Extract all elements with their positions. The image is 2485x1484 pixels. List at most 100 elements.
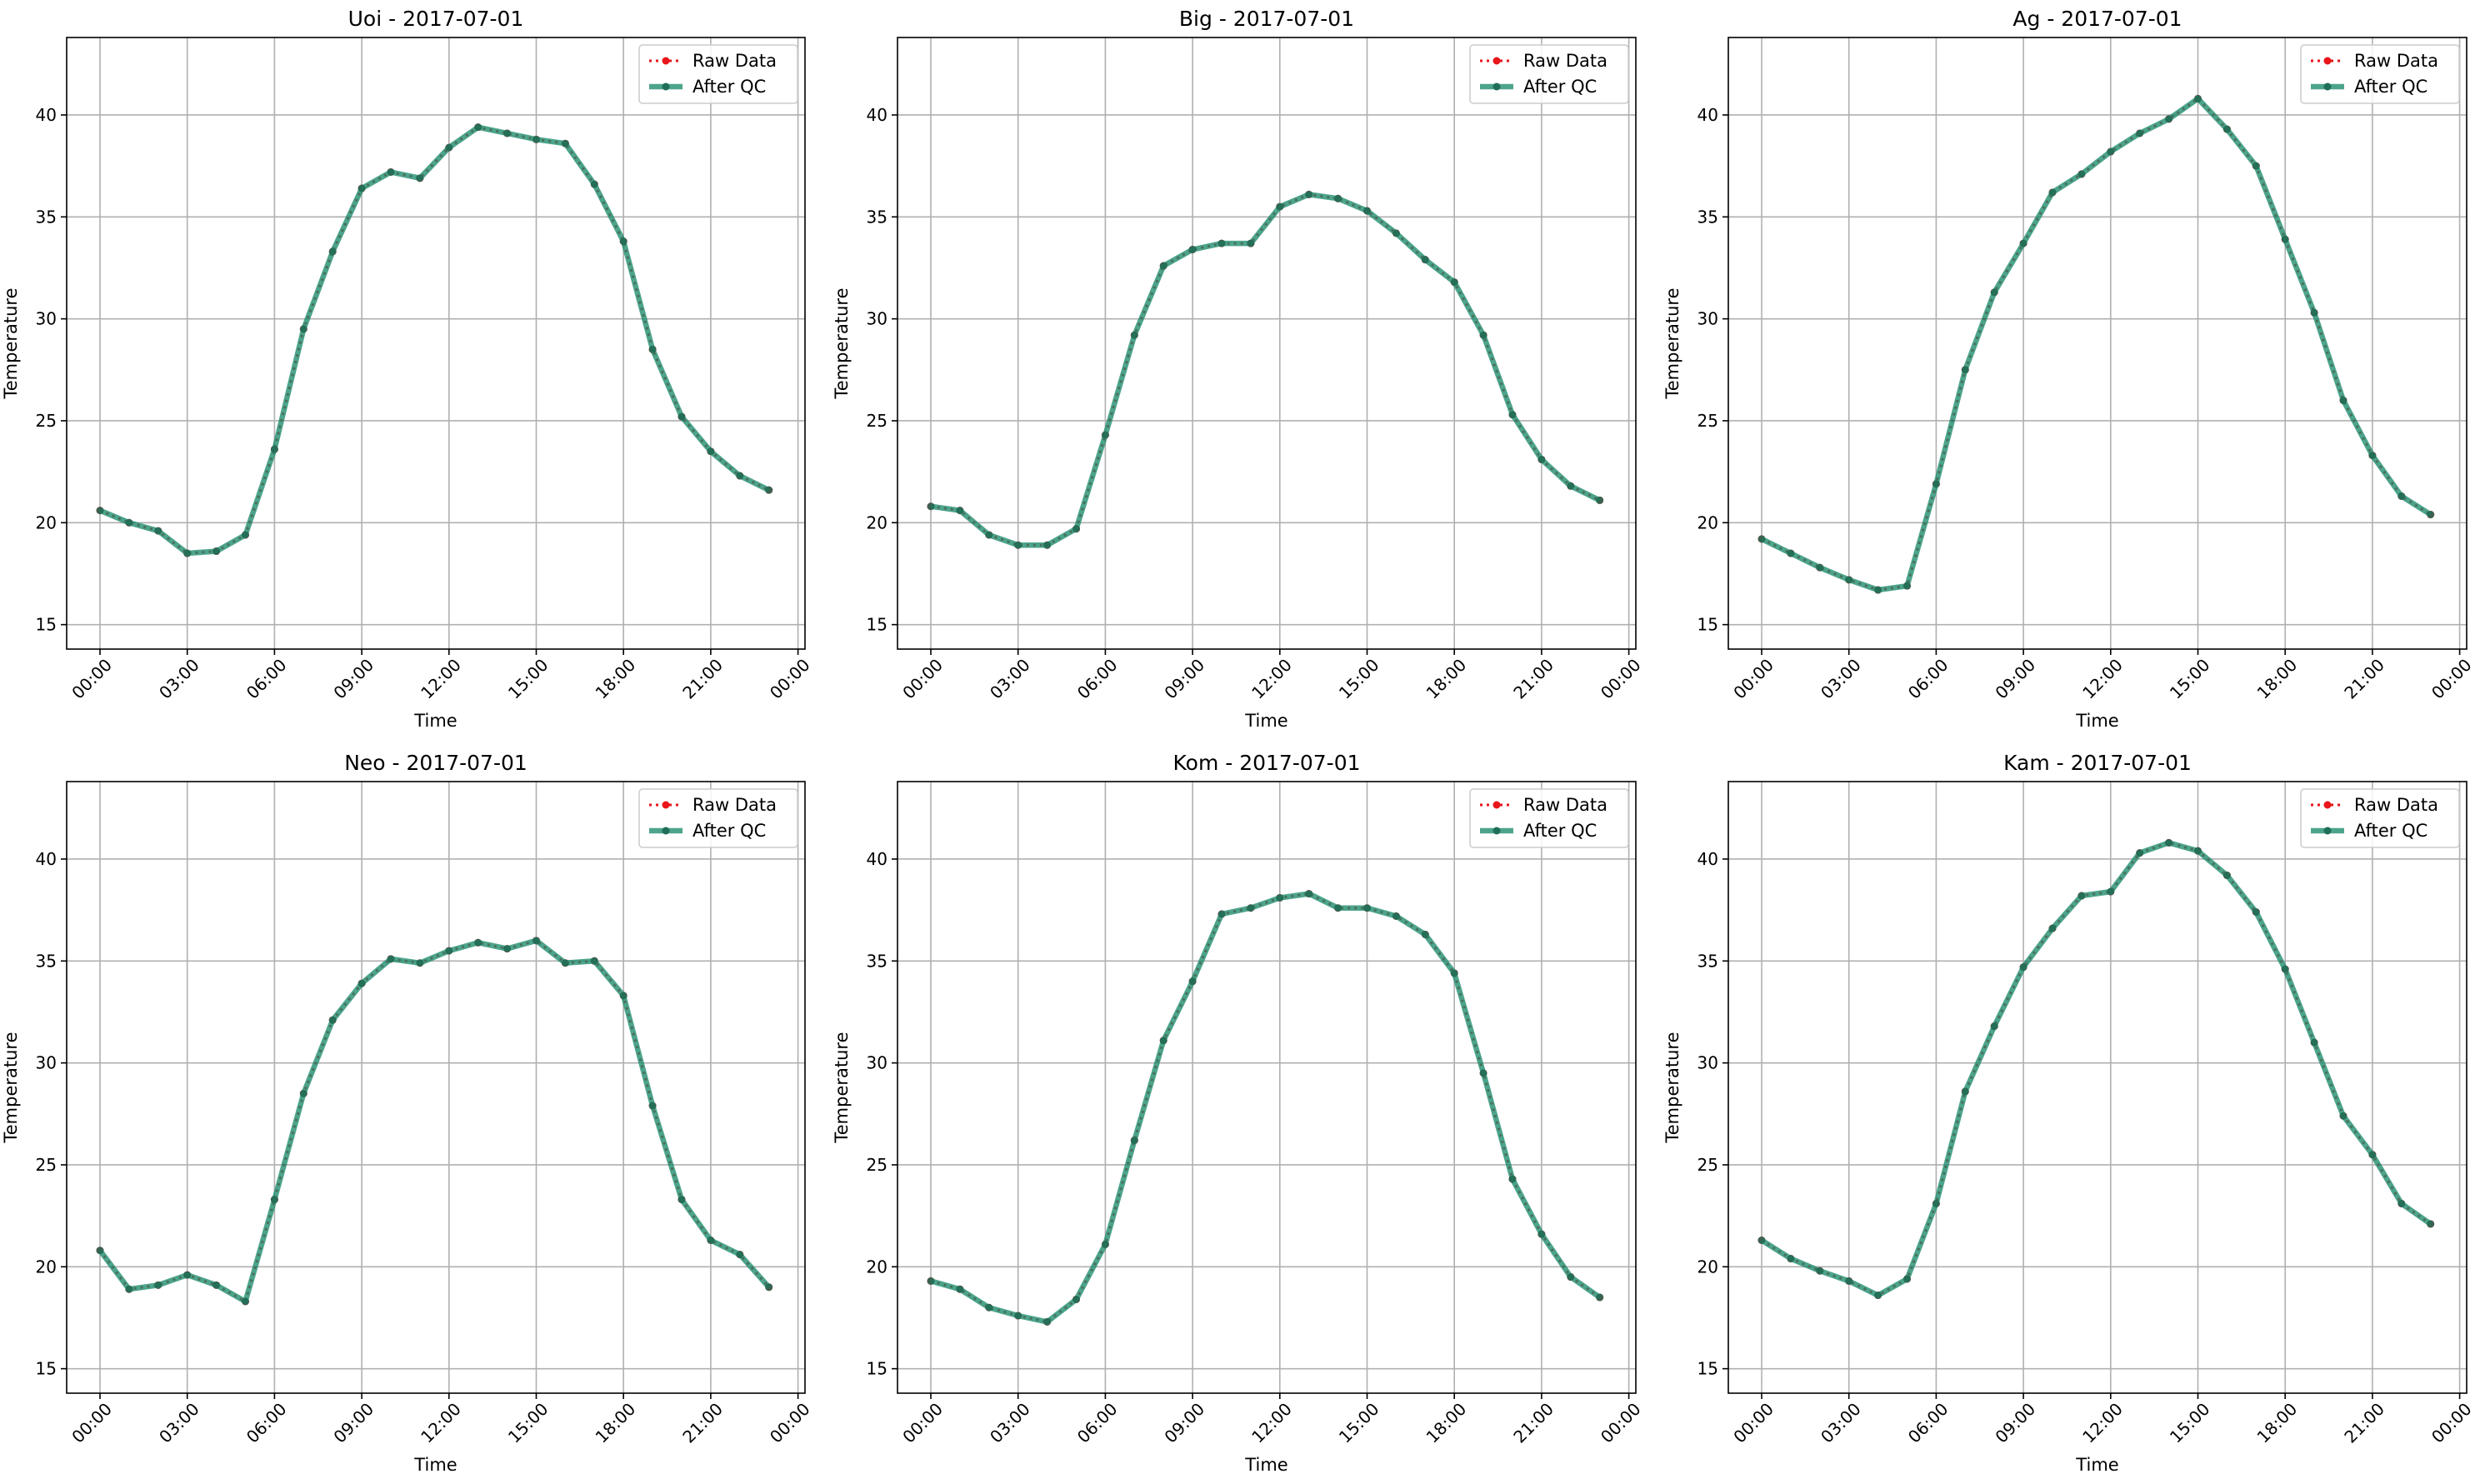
subplot-5: 00:00 03:00 06:00 09:00 12:00 15:00 18:00 21:00… [832,751,1645,1475]
after-qc-point [1596,496,1604,504]
legend-label: Raw Data [2354,795,2438,815]
y-tick-label: 20 [1698,512,1718,532]
after-qc-point [270,1196,278,1204]
x-tick-label: 21:00 [1509,1399,1558,1447]
x-tick-label: 03:00 [986,655,1034,703]
x-tick-label: 00:00 [766,655,814,703]
x-tick-label: 09:00 [329,1399,378,1447]
after-qc-point [1961,366,1969,374]
after-qc-point [1072,1295,1080,1303]
axes-frame [1728,37,2468,650]
legend: Raw Data After QC [1469,788,1629,848]
x-tick-label: 15:00 [504,1399,552,1447]
legend-marker-raw-data [1492,57,1501,65]
after-qc-line [1760,840,2432,1298]
y-tick-label: 20 [36,512,57,532]
after-qc-point [2222,872,2231,880]
after-qc-point [1014,1312,1022,1320]
after-qc-point [96,507,104,515]
y-axis-label: Temperature [832,1032,852,1143]
y-tick-label: 30 [867,1053,888,1073]
x-tick-label: 00:00 [68,655,116,703]
after-qc-point [183,549,192,557]
after-qc-point [2165,115,2173,123]
after-qc-point [1816,563,1824,572]
after-qc-point [561,139,569,147]
y-tick-label: 40 [1698,849,1718,869]
after-qc-point [678,412,686,421]
legend-marker-raw-data [2323,801,2332,809]
after-qc-point [2398,1199,2406,1207]
after-qc-point [2252,908,2260,917]
legend-marker-after-qc [2323,82,2332,91]
legend-marker-raw-data [2323,57,2332,65]
x-tick-label: 06:00 [242,1399,291,1447]
x-tick-label: 03:00 [1817,655,1865,703]
after-qc-point [358,979,366,987]
after-qc-point [1874,586,1882,594]
after-qc-point [416,174,424,182]
after-qc-point [1363,207,1371,215]
y-tick-label: 25 [1698,1155,1718,1175]
legend-label: Raw Data [692,51,777,71]
y-tick-label: 25 [867,1155,888,1175]
after-qc-point [1758,1237,1766,1244]
after-qc-point [2048,188,2057,197]
x-tick-label: 09:00 [329,655,378,703]
after-qc-point [1072,525,1080,533]
subplot-6: 00:00 03:00 06:00 09:00 12:00 15:00 18:00 21:00… [1662,751,2476,1475]
x-axis-label: Time [413,711,457,731]
after-qc-point [503,945,512,953]
after-qc-point [1188,977,1197,986]
after-qc-point [1596,1293,1604,1302]
after-qc-point [590,957,598,965]
x-tick-label: 00:00 [2428,655,2476,703]
after-qc-point [532,937,540,945]
x-tick-label: 09:00 [1160,655,1208,703]
chart-title: Kam - 2017-07-01 [2003,751,2192,775]
after-qc-point [358,184,366,192]
x-tick-label: 15:00 [504,655,552,703]
after-qc-point [1392,912,1400,920]
after-qc-point [985,531,993,539]
after-qc-point [561,959,569,967]
x-tick-label: 00:00 [2428,1399,2476,1447]
after-qc-point [707,1237,715,1244]
y-axis-label: Temperature [1,287,21,399]
x-tick-label: 18:00 [592,1399,640,1447]
x-tick-label: 15:00 [1335,655,1383,703]
after-qc-point [1787,549,1795,557]
y-tick-label: 40 [36,105,57,125]
y-tick-label: 30 [36,1053,57,1073]
after-qc-point [212,547,221,556]
after-qc-point [532,135,540,143]
y-tick-label: 35 [867,207,888,227]
after-qc-point [1334,904,1342,912]
after-qc-point [2368,1151,2377,1159]
after-qc-point [299,1089,308,1097]
legend-marker-raw-data [662,801,670,809]
after-qc-point [765,1283,773,1292]
x-tick-label: 12:00 [2078,1399,2127,1447]
after-qc-point [956,1285,964,1293]
x-tick-label: 00:00 [898,1399,947,1447]
after-qc-point [1479,331,1488,339]
x-tick-label: 18:00 [2253,1399,2302,1447]
y-tick-label: 30 [867,309,888,329]
after-qc-point [1450,278,1458,287]
x-tick-label: 00:00 [68,1399,116,1447]
legend-label: After QC [2354,77,2428,97]
legend-marker-after-qc [662,82,670,91]
y-tick-label: 40 [867,105,888,125]
x-tick-label: 12:00 [417,1399,465,1447]
after-qc-point [1276,202,1284,211]
y-axis-label: Temperature [1662,1032,1682,1143]
after-qc-line [98,124,771,557]
plot-area [67,37,805,649]
y-tick-label: 25 [36,1155,57,1175]
after-qc-point [2222,125,2231,133]
after-qc-point [1479,1069,1488,1077]
axes-frame [897,37,1637,650]
